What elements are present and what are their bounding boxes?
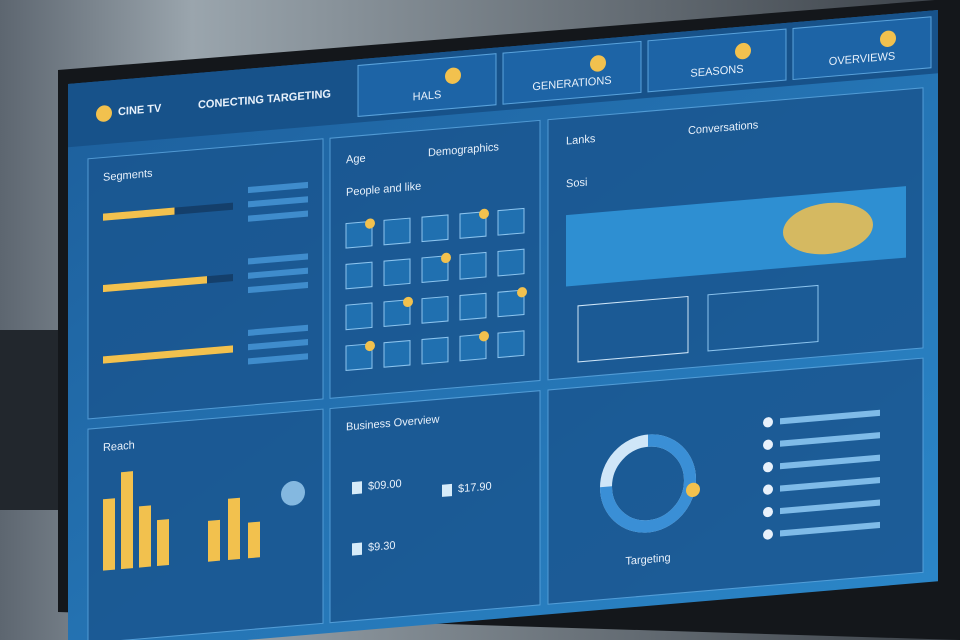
screen: CINE TV CONECTING TARGETING HALSGENERATION… bbox=[68, 10, 938, 640]
tile bbox=[383, 339, 411, 368]
tile bbox=[421, 336, 449, 365]
mini-bar bbox=[248, 521, 260, 559]
tile bbox=[497, 207, 525, 236]
tile bbox=[345, 261, 373, 290]
tab-label: SEASONS bbox=[690, 63, 743, 80]
list-row bbox=[780, 454, 880, 470]
tile bbox=[497, 289, 525, 318]
panel-caption: Sosi bbox=[566, 177, 587, 191]
tile bbox=[497, 248, 525, 277]
list-row bbox=[780, 521, 880, 537]
progress-bar bbox=[103, 345, 233, 364]
bar bbox=[103, 498, 115, 571]
list-dot bbox=[763, 439, 773, 450]
bar bbox=[139, 505, 151, 568]
tile bbox=[421, 295, 449, 324]
tile-dot bbox=[365, 218, 375, 229]
price-icon bbox=[352, 481, 362, 495]
bubble bbox=[281, 480, 305, 506]
list-row bbox=[780, 432, 880, 447]
panel bbox=[87, 408, 324, 640]
donut-caption: Targeting bbox=[625, 552, 670, 568]
panel-title: Lanks bbox=[566, 133, 596, 148]
bar bbox=[121, 471, 133, 570]
price-icon bbox=[442, 483, 452, 497]
price: $17.90 bbox=[458, 480, 492, 495]
chair bbox=[0, 330, 60, 510]
donut-arc bbox=[600, 434, 696, 533]
list-row bbox=[248, 267, 308, 279]
list-row bbox=[780, 409, 880, 425]
tile bbox=[345, 343, 373, 372]
tile-dot bbox=[365, 340, 375, 352]
list-row bbox=[248, 338, 308, 351]
list-dot bbox=[763, 484, 773, 495]
tab-icon bbox=[880, 30, 896, 47]
tile bbox=[459, 211, 487, 239]
tab-label: HALS bbox=[413, 89, 442, 104]
list-row bbox=[248, 281, 308, 294]
price: $09.00 bbox=[368, 478, 402, 493]
tile bbox=[383, 217, 411, 246]
map-region bbox=[783, 202, 873, 255]
list-dot bbox=[763, 417, 773, 428]
logo-icon bbox=[96, 105, 112, 122]
panel-title: Age bbox=[346, 153, 366, 167]
tile bbox=[383, 258, 411, 287]
tile bbox=[459, 251, 487, 280]
logo: CINE TV bbox=[118, 103, 162, 119]
list-row bbox=[248, 353, 308, 365]
mini-bar bbox=[228, 497, 240, 560]
list-row bbox=[248, 196, 308, 208]
list-dot bbox=[763, 462, 773, 473]
panel-title: Segments bbox=[103, 168, 153, 184]
panel-subtitle: Conversations bbox=[688, 119, 759, 137]
legend-box bbox=[577, 295, 689, 363]
price-icon bbox=[352, 542, 362, 556]
panel-title: Reach bbox=[103, 439, 135, 454]
tile bbox=[459, 292, 487, 321]
tile bbox=[497, 330, 525, 359]
panel bbox=[329, 390, 541, 624]
list-row bbox=[248, 181, 308, 194]
tab[interactable] bbox=[792, 16, 932, 81]
tile bbox=[421, 255, 449, 283]
tab[interactable] bbox=[357, 53, 497, 118]
tab-label: OVERVIEWS bbox=[829, 50, 895, 68]
tile-dot bbox=[441, 252, 451, 264]
tile-dot bbox=[517, 287, 527, 298]
list-row bbox=[780, 477, 880, 492]
legend-box bbox=[707, 284, 819, 352]
list-dot bbox=[763, 506, 773, 518]
tile bbox=[383, 299, 411, 327]
tile-dot bbox=[479, 331, 489, 342]
mini-bar bbox=[208, 519, 220, 562]
tile bbox=[345, 220, 373, 249]
tab[interactable] bbox=[502, 40, 642, 105]
list-row bbox=[248, 253, 308, 265]
tab-icon bbox=[735, 42, 751, 60]
progress-bar bbox=[103, 276, 207, 293]
list-row bbox=[248, 324, 308, 336]
tile-dot bbox=[403, 296, 413, 308]
tile bbox=[421, 214, 449, 243]
donut-dot bbox=[686, 482, 700, 498]
list-row bbox=[248, 210, 308, 222]
tab[interactable] bbox=[647, 28, 787, 93]
progress-bar bbox=[103, 207, 175, 221]
tile-dot bbox=[479, 208, 489, 219]
list-row bbox=[780, 499, 880, 515]
tile bbox=[345, 302, 373, 331]
tile bbox=[459, 333, 487, 362]
bar bbox=[157, 519, 169, 567]
tab-icon bbox=[445, 67, 461, 84]
list-dot bbox=[763, 529, 773, 540]
panel-subtitle: Demographics bbox=[428, 141, 499, 159]
price: $9.30 bbox=[368, 540, 396, 554]
tab-icon bbox=[590, 55, 606, 72]
